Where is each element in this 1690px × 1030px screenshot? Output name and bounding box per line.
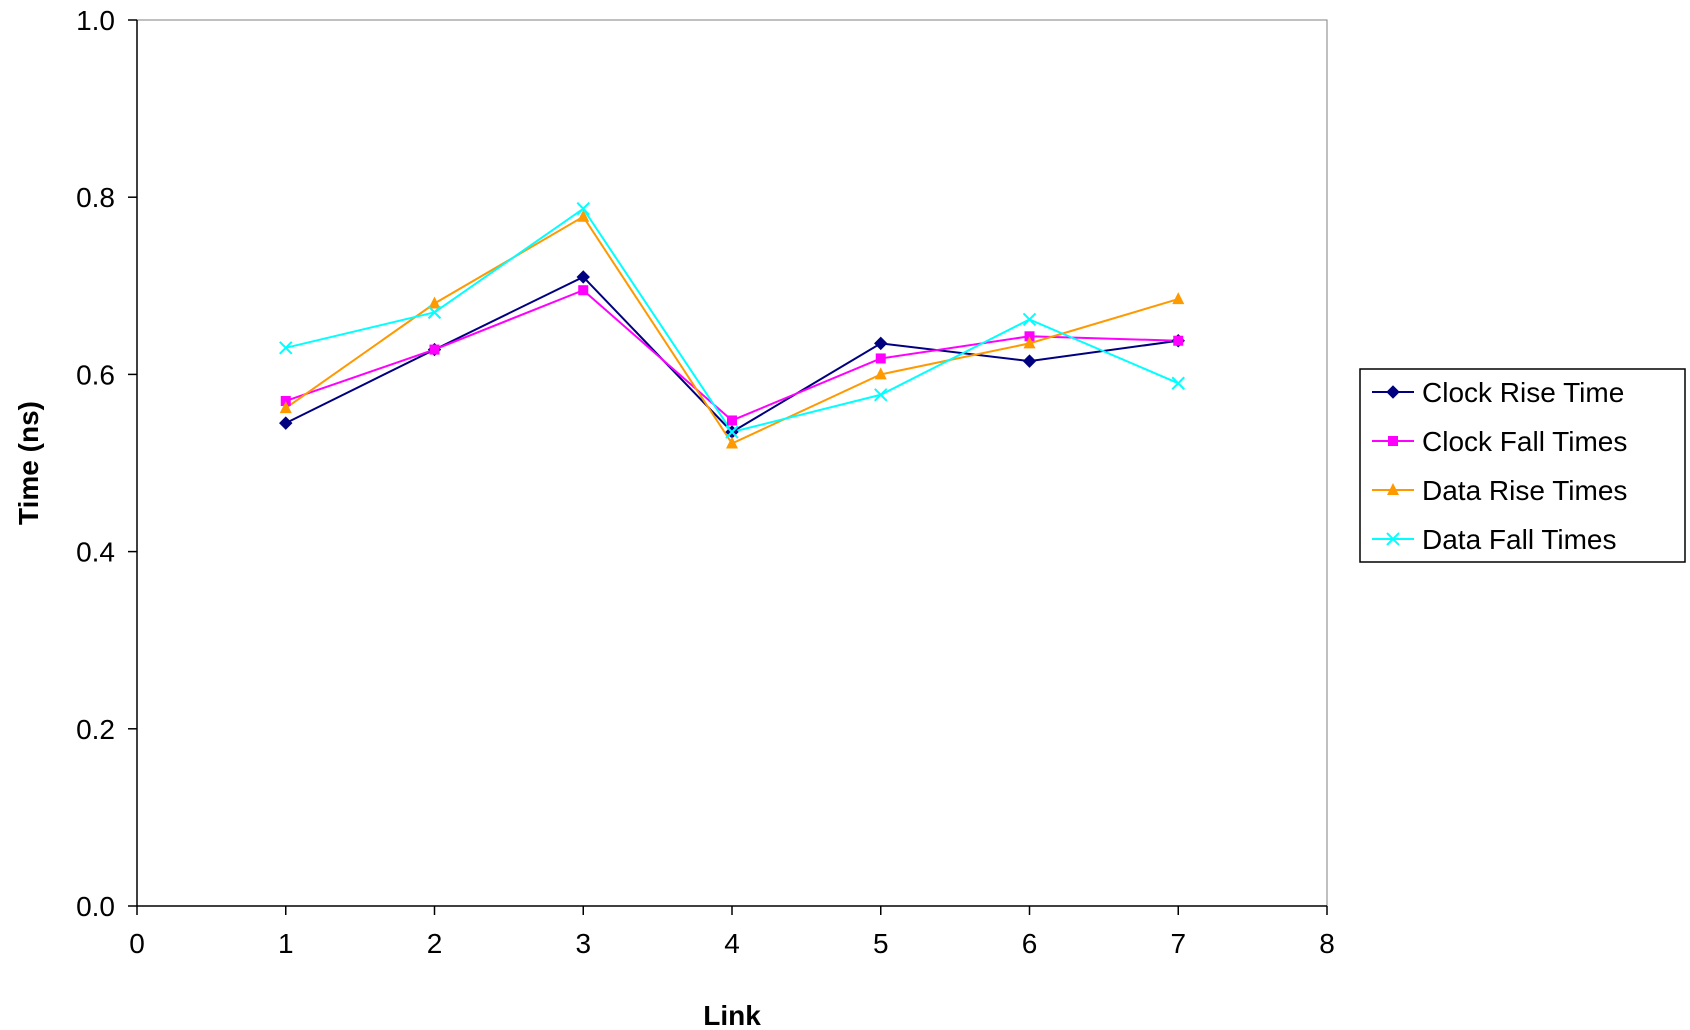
series-2-point: [727, 415, 737, 425]
y-axis-title: Time (ns): [13, 401, 44, 525]
legend-label: Clock Fall Times: [1422, 426, 1627, 457]
x-tick-label: 7: [1170, 928, 1186, 959]
x-tick-label: 5: [873, 928, 889, 959]
series-2-point: [430, 345, 440, 355]
legend-label: Clock Rise Time: [1422, 377, 1624, 408]
series-2-point: [876, 353, 886, 363]
x-tick-label: 3: [575, 928, 591, 959]
plot-area: [137, 20, 1327, 906]
x-tick-label: 4: [724, 928, 740, 959]
x-tick-label: 2: [427, 928, 443, 959]
x-tick-label: 8: [1319, 928, 1335, 959]
series-2-point: [1173, 336, 1183, 346]
y-tick-label: 1.0: [76, 5, 115, 36]
series-2-point: [578, 285, 588, 295]
legend-marker: [1388, 436, 1398, 446]
y-tick-label: 0.8: [76, 182, 115, 213]
x-tick-label: 0: [129, 928, 145, 959]
x-tick-label: 6: [1022, 928, 1038, 959]
y-tick-label: 0.2: [76, 714, 115, 745]
legend-label: Data Fall Times: [1422, 524, 1617, 555]
x-tick-label: 1: [278, 928, 294, 959]
y-tick-label: 0.6: [76, 359, 115, 390]
y-tick-label: 0.4: [76, 537, 115, 568]
legend: Clock Rise Time Clock Fall Times Data Rise…: [1360, 369, 1685, 562]
legend-label: Data Rise Times: [1422, 475, 1627, 506]
y-tick-label: 0.0: [76, 891, 115, 922]
x-axis-title: Link: [703, 1000, 761, 1030]
